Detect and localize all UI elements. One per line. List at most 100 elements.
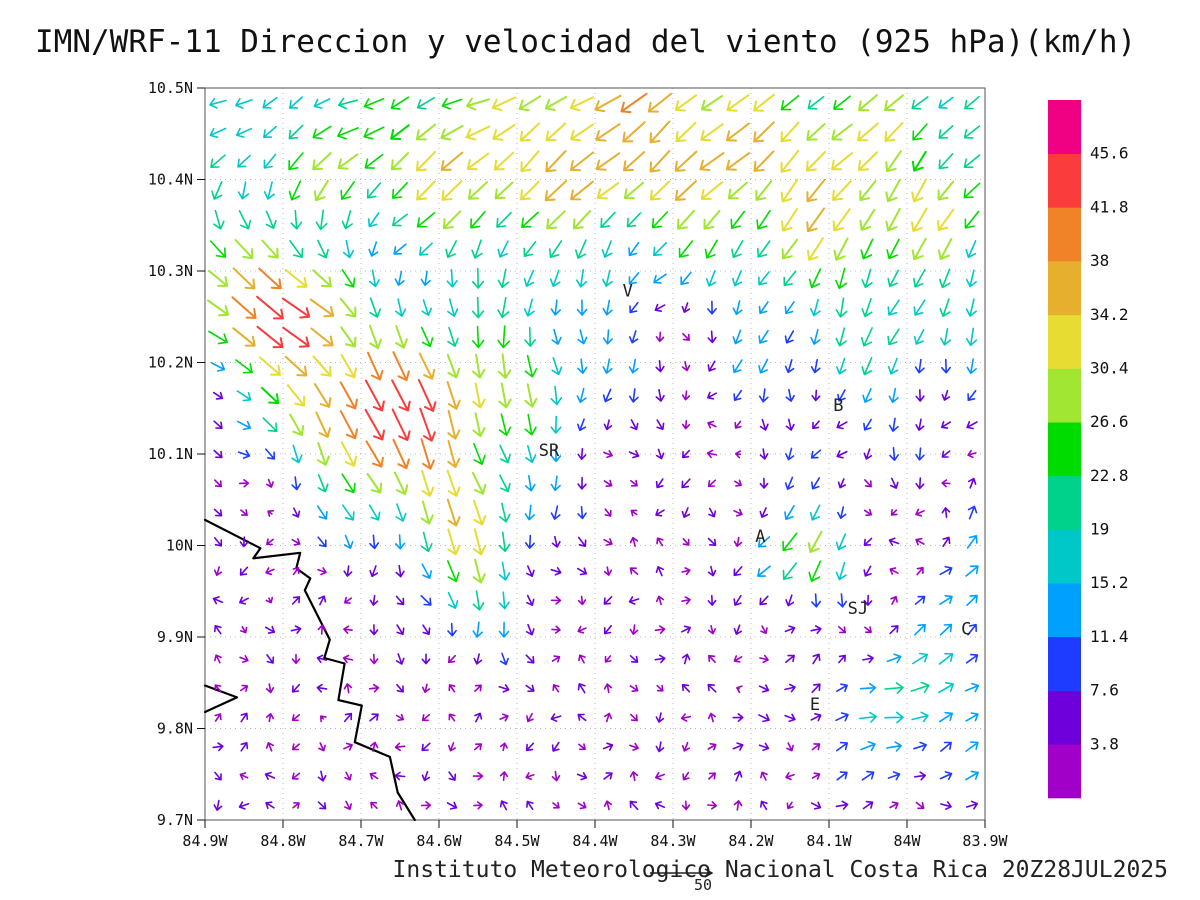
wind-arrow	[418, 352, 436, 380]
wind-arrow	[421, 742, 431, 752]
wind-arrow	[366, 182, 382, 199]
wind-arrow	[214, 771, 222, 781]
wind-arrow	[550, 415, 562, 434]
wind-arrow	[857, 122, 879, 142]
wind-arrow	[209, 127, 227, 139]
wind-arrow	[368, 683, 380, 693]
wind-arrow	[497, 268, 510, 289]
wind-arrow	[525, 475, 536, 492]
wind-arrow	[965, 565, 979, 577]
wind-arrow	[835, 561, 847, 581]
wind-arrow	[863, 594, 873, 606]
wind-arrow	[965, 653, 979, 664]
wind-arrow	[497, 297, 510, 319]
wind-arrow	[315, 209, 328, 231]
wind-arrow	[939, 298, 951, 317]
wind-arrow	[524, 504, 535, 521]
wind-arrow	[209, 97, 227, 109]
wind-arrow	[655, 331, 665, 343]
wind-arrow	[863, 537, 873, 546]
wind-arrow	[628, 241, 640, 257]
wind-arrow	[707, 479, 717, 488]
wind-arrow	[655, 566, 664, 577]
wind-arrow	[707, 565, 717, 577]
wind-arrow	[577, 476, 587, 490]
wind-arrow	[395, 800, 405, 811]
wind-arrow	[785, 418, 795, 431]
wind-arrow	[758, 301, 769, 314]
wind-arrow	[785, 772, 795, 781]
wind-arrow	[551, 741, 560, 752]
wind-arrow	[914, 771, 926, 781]
chart-title: IMN/WRF-11 Direccion y velocidad del vie…	[35, 24, 1136, 60]
colorbar-segment	[1048, 744, 1081, 799]
wind-arrow	[965, 240, 977, 259]
wind-arrow	[733, 566, 743, 577]
station-label-sj: SJ	[848, 599, 868, 619]
wind-arrow	[629, 655, 639, 663]
wind-arrow	[937, 208, 955, 231]
wind-arrow	[733, 594, 742, 606]
wind-arrow	[963, 125, 981, 139]
wind-arrow	[835, 297, 848, 318]
wind-arrow	[681, 361, 691, 372]
wind-arrow	[604, 655, 612, 663]
wind-arrow	[731, 240, 744, 258]
wind-arrow	[707, 801, 717, 810]
wind-arrow	[292, 743, 300, 751]
wind-arrow	[784, 301, 795, 315]
wind-arrow	[550, 505, 561, 520]
wind-arrow	[888, 387, 899, 404]
wind-arrow	[214, 479, 222, 488]
wind-arrow	[258, 267, 282, 290]
wind-arrow	[733, 624, 743, 635]
wind-arrow	[367, 212, 380, 228]
wind-arrow	[317, 536, 327, 548]
wind-arrow	[707, 537, 717, 546]
wind-arrow	[447, 409, 461, 440]
wind-arrow	[337, 127, 359, 140]
wind-arrow	[337, 153, 359, 170]
wind-arrow	[390, 152, 410, 171]
wind-arrow	[628, 272, 640, 285]
wind-arrow	[811, 683, 821, 694]
wind-arrow	[420, 595, 432, 606]
wind-arrow	[835, 533, 847, 551]
wind-arrow	[551, 328, 562, 345]
wind-arrow	[733, 536, 743, 547]
wind-arrow	[808, 560, 822, 582]
station-label-b: B	[833, 396, 843, 416]
wind-arrow	[832, 208, 851, 232]
wind-arrow	[234, 239, 254, 260]
wind-arrow	[885, 150, 902, 173]
wind-arrow	[888, 537, 900, 546]
wind-arrow	[914, 358, 925, 374]
wind-arrow	[343, 742, 353, 751]
wind-arrow	[395, 564, 405, 578]
wind-arrow	[312, 125, 332, 140]
wind-arrow	[237, 449, 251, 459]
wind-arrow	[499, 800, 508, 811]
wind-arrow	[446, 498, 461, 527]
wind-arrow	[784, 683, 796, 693]
wind-arrow	[368, 241, 379, 257]
wind-arrow	[494, 181, 514, 200]
wind-arrow	[941, 421, 951, 429]
wind-arrow	[655, 360, 665, 373]
wind-arrow	[465, 125, 491, 141]
wind-arrow	[392, 351, 410, 382]
wind-arrow	[265, 596, 274, 604]
wind-arrow	[369, 565, 379, 578]
wind-arrow	[863, 565, 872, 577]
wind-arrow	[445, 240, 457, 258]
wind-arrow	[210, 240, 226, 258]
wind-arrow	[596, 182, 620, 200]
wind-arrow	[317, 624, 327, 635]
wind-arrow	[628, 388, 639, 403]
wind-arrow	[214, 625, 222, 635]
wind-arrow	[288, 124, 304, 140]
wind-arrow	[890, 509, 898, 516]
wind-arrow	[603, 596, 613, 605]
wind-arrow	[497, 353, 512, 379]
